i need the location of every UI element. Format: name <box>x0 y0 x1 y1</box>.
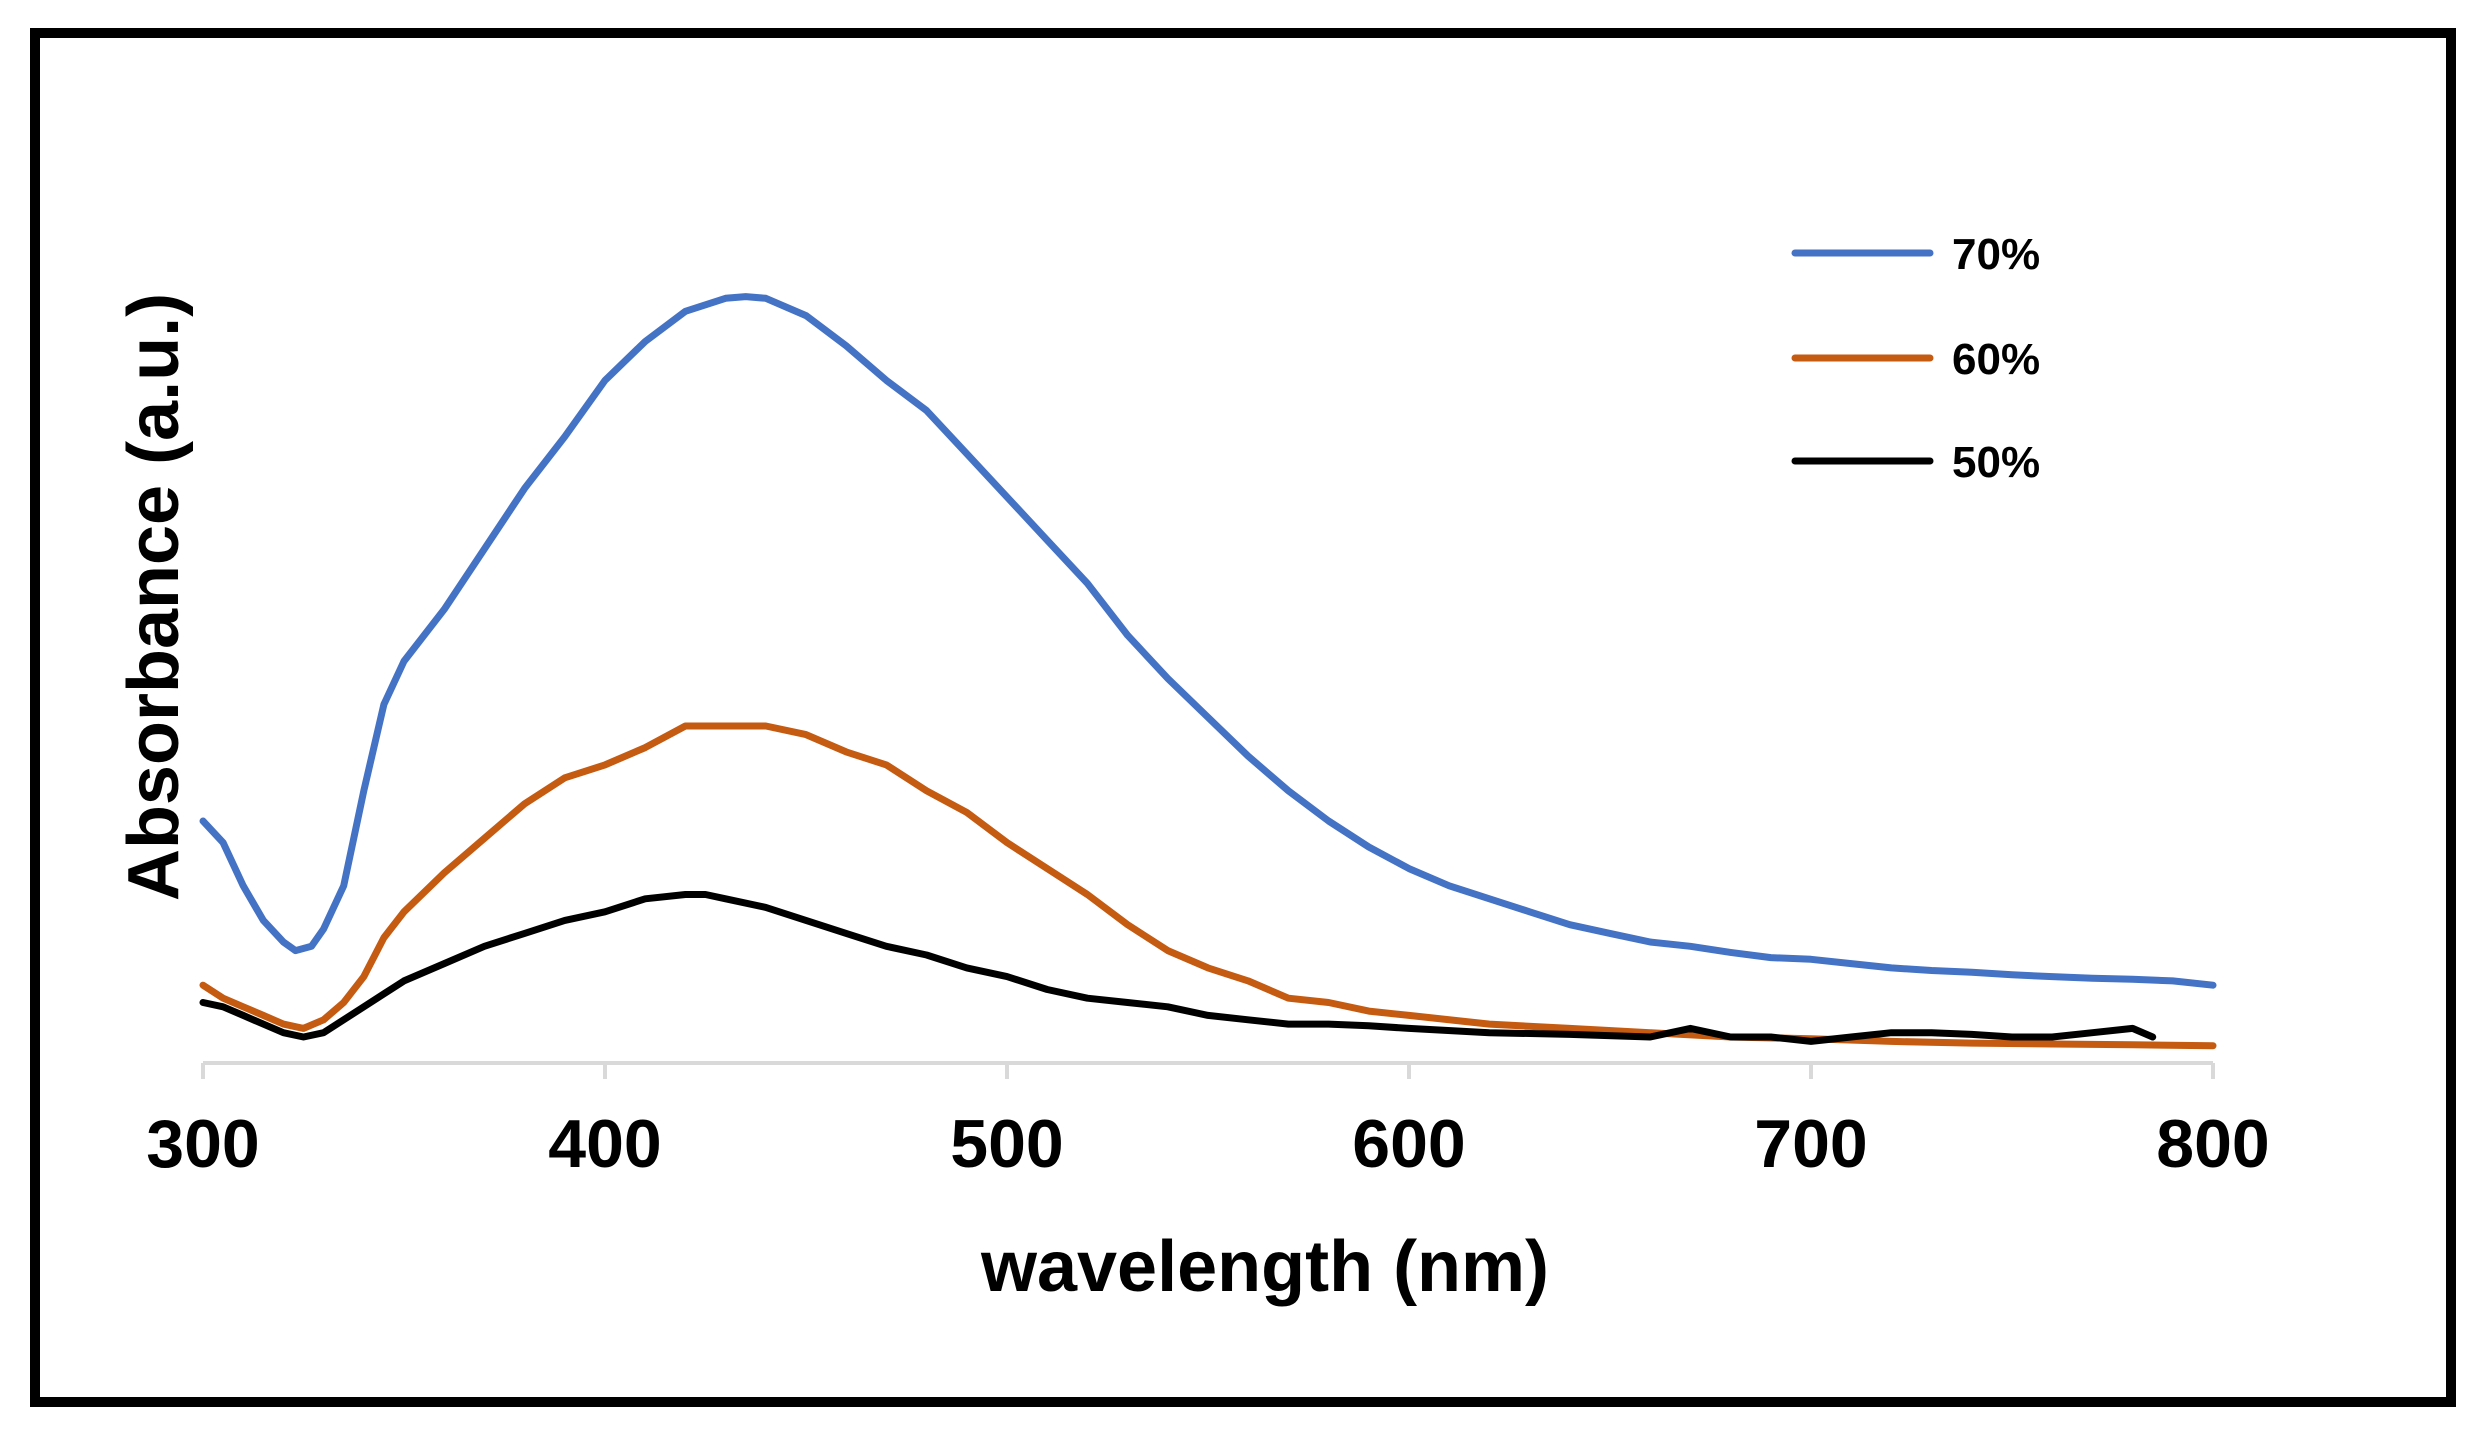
legend: 70% 60% 50% <box>1791 230 2040 487</box>
series-line-70pct <box>199 293 2217 989</box>
x-tick-label: 600 <box>1352 1106 1465 1182</box>
chart-frame: 300 400 500 600 700 800 70% 60% 50% wavelength … <box>30 28 2456 1407</box>
x-axis: 300 400 500 600 700 800 <box>146 1061 2270 1182</box>
y-axis-title: Absorbance (a.u.) <box>114 293 194 901</box>
x-tick-label: 300 <box>146 1106 259 1182</box>
x-tick-label: 800 <box>2156 1106 2269 1182</box>
x-tick-label: 700 <box>1754 1106 1867 1182</box>
legend-label: 60% <box>1952 335 2040 384</box>
x-tick-label: 500 <box>950 1106 1063 1182</box>
legend-label: 70% <box>1952 230 2040 279</box>
series-group <box>199 293 2217 1050</box>
series-line-60pct <box>199 722 2217 1050</box>
x-tick-label: 400 <box>548 1106 661 1182</box>
chart-svg: 300 400 500 600 700 800 70% 60% 50% wavelength … <box>114 230 2270 1307</box>
x-axis-title: wavelength (nm) <box>980 1227 1549 1307</box>
series-line-50pct <box>199 891 2157 1045</box>
legend-label: 50% <box>1952 438 2040 487</box>
